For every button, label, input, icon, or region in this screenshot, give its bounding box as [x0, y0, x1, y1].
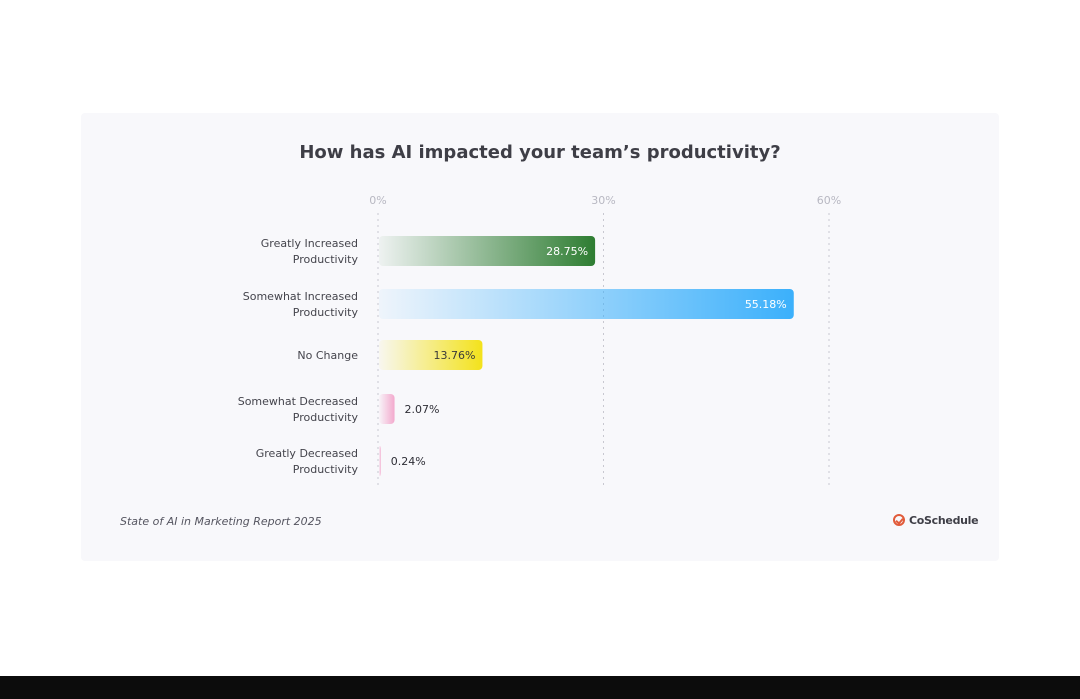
chart-card: How has AI impacted your team’s producti…: [81, 113, 999, 561]
chart-title: How has AI impacted your team’s producti…: [299, 142, 781, 163]
category-label: Greatly Increased Productivity: [261, 237, 359, 266]
bar: [379, 236, 596, 266]
category-label: Somewhat Increased Productivity: [243, 290, 359, 319]
value-label: 13.76%: [433, 349, 475, 362]
category-label: No Change: [297, 349, 358, 362]
x-tick-label: 30%: [591, 194, 615, 207]
value-label: 55.18%: [745, 298, 787, 311]
source-note: State of AI in Marketing Report 2025: [120, 515, 322, 528]
category-label-line: Somewhat Decreased: [238, 395, 358, 408]
bar: [379, 446, 381, 476]
category-label-line: No Change: [297, 349, 358, 362]
value-label: 0.24%: [391, 455, 426, 468]
x-tick-label: 0%: [369, 194, 386, 207]
value-label: 2.07%: [405, 403, 440, 416]
category-label-line: Greatly Decreased: [256, 447, 358, 460]
category-label-line: Productivity: [293, 463, 359, 476]
bar: [379, 394, 395, 424]
category-label: Somewhat Decreased Productivity: [238, 395, 359, 424]
bottom-bar: [0, 676, 1080, 699]
brand-logo: CoSchedule: [893, 512, 979, 528]
value-label: 28.75%: [546, 245, 588, 258]
category-label-line: Somewhat Increased: [243, 290, 358, 303]
category-label-line: Greatly Increased: [261, 237, 358, 250]
brand-name: CoSchedule: [909, 513, 979, 527]
bar: [379, 289, 794, 319]
category-label-line: Productivity: [293, 253, 359, 266]
bar: [379, 340, 483, 370]
coschedule-check-icon: [893, 514, 905, 526]
x-tick-label: 60%: [817, 194, 841, 207]
category-label: Greatly Decreased Productivity: [256, 447, 359, 476]
category-label-line: Productivity: [293, 411, 359, 424]
category-label-line: Productivity: [293, 306, 359, 319]
bar-chart: 0% 30% 60% Greatly Increased Productivity 28.…: [238, 194, 841, 488]
